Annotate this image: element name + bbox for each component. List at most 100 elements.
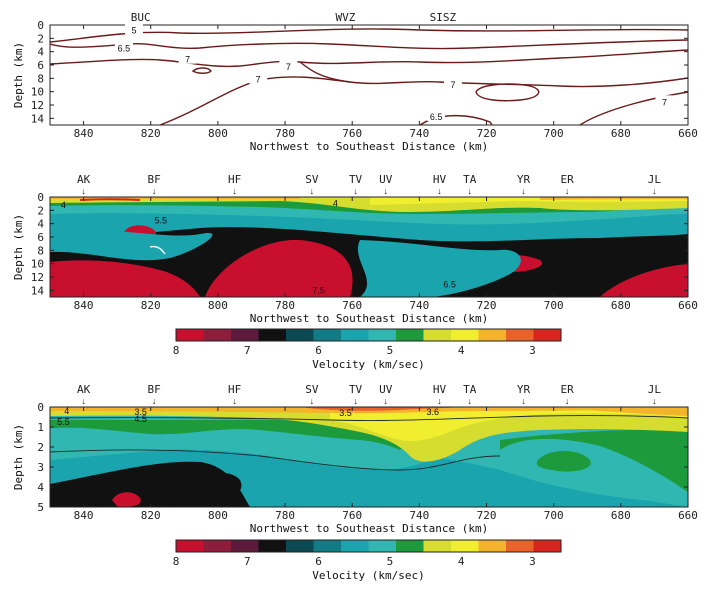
colorbar-swatch (423, 540, 452, 552)
contour-label: 7 (249, 72, 268, 85)
site-label: BUC (131, 11, 151, 24)
y-tick-label: 6 (37, 59, 44, 72)
colorbar-tick-label: 8 (173, 344, 180, 357)
y-tick-label: 2 (37, 204, 44, 217)
y-tick-label: 12 (31, 271, 44, 284)
contour-label: 4 (64, 406, 69, 416)
site-label: YR (517, 173, 531, 186)
site-arrow-icon: ↓ (152, 396, 157, 406)
x-axis-title: Northwest to Southeast Distance (km) (250, 312, 488, 325)
contour-label: 7 (279, 60, 298, 72)
contour-label: 6.5 (427, 110, 446, 122)
site-label: HF (228, 383, 241, 396)
contour-label-text: 7 (286, 62, 291, 72)
site-label: BF (147, 383, 160, 396)
site-label: YR (517, 383, 531, 396)
contour-label-text: 5.5 (57, 417, 70, 427)
colorbar-swatch (533, 329, 562, 341)
contour-label-text: 4 (61, 200, 66, 210)
y-tick-label: 4 (37, 46, 44, 59)
site-arrow-icon: ↓ (353, 186, 358, 196)
site-label: SV (305, 173, 319, 186)
panel-top-contours (49, 24, 689, 126)
site-arrow-icon: ↓ (467, 396, 472, 406)
x-tick-label: 800 (208, 509, 228, 522)
colorbar-frame (175, 328, 562, 342)
y-tick-label: 4 (37, 218, 44, 231)
site-label: TV (349, 383, 363, 396)
site-arrow-icon: ↓ (652, 186, 657, 196)
site-label: AK (77, 173, 91, 186)
x-tick-label: 720 (477, 509, 497, 522)
site-arrow-icon: ↓ (384, 396, 389, 406)
colorbar-swatch (176, 329, 204, 341)
site-arrow-icon: ↓ (232, 396, 237, 406)
contour-label-text: 6.5 (118, 43, 131, 53)
bottom-plot-frame (49, 406, 689, 508)
site-label: HF (228, 173, 241, 186)
colorbar-frame (175, 539, 562, 553)
site-arrow-icon: ↓ (353, 396, 358, 406)
site-label: HV (433, 383, 447, 396)
contour-label: 7 (655, 95, 674, 107)
contour-label: 6.5 (443, 279, 456, 289)
colorbar-swatch (423, 329, 452, 341)
x-tick-label: 700 (544, 509, 564, 522)
x-tick-label: 700 (544, 127, 564, 140)
colorbar-swatch (313, 540, 342, 552)
contour-label: 5.5 (57, 417, 70, 427)
site-label: HV (433, 173, 447, 186)
x-tick-label: 820 (141, 127, 161, 140)
site-label: BF (147, 173, 160, 186)
site-label: TA (463, 383, 477, 396)
colorbar-tick-label: 4 (458, 555, 465, 568)
top-axes: 840 820 800 780 760 740 720 700 680 660 0246810121… (12, 19, 698, 153)
contour-label-text: 6.5 (443, 279, 456, 289)
contour-label: 6.5 (114, 41, 133, 53)
contour-label: 3.6 (427, 407, 440, 417)
site-label: JL (648, 383, 662, 396)
contour-label-text: 6.5 (151, 470, 164, 480)
panel-middle-filled (49, 196, 689, 298)
y-tick-label: 1 (37, 421, 44, 434)
site-arrow-icon: ↓ (467, 186, 472, 196)
colorbar-swatch (231, 540, 259, 552)
site-arrow-icon: ↓ (232, 186, 237, 196)
colorbar-swatch (286, 540, 314, 552)
colorbar-swatch (368, 540, 397, 552)
site-arrow-icon: ↓ (384, 186, 389, 196)
colorbar-swatch (341, 329, 369, 341)
colorbar-swatch (203, 329, 232, 341)
colorbar-swatch (451, 540, 479, 552)
contour-label: 7.5 (312, 285, 325, 295)
x-tick-label: 780 (275, 509, 295, 522)
site-arrow-icon: ↓ (310, 396, 315, 406)
bottom-contour-lines (50, 415, 688, 471)
x-tick-label: 780 (275, 127, 295, 140)
colorbar-swatch (506, 329, 534, 341)
contour-label: 4 (61, 200, 66, 210)
colorbar-tick-label: 8 (173, 555, 180, 568)
colorbar-middle: 8 7 6 5 4 3 Velocity (km/sec) (173, 328, 562, 371)
site-label: WVZ (336, 11, 356, 24)
colorbar-swatch (258, 540, 287, 552)
colorbar-swatch (478, 329, 507, 341)
site-label: SISZ (430, 11, 457, 24)
colorbar-tick-label: 3 (529, 344, 536, 357)
x-tick-label: 760 (342, 299, 362, 312)
bottom-site-labels: AK↓BF↓HF↓SV↓TV↓UV↓HV↓TA↓YR↓ER↓JL↓ (77, 383, 661, 406)
x-tick-label: 660 (678, 509, 698, 522)
x-tick-label: 680 (611, 127, 631, 140)
site-arrow-icon: ↓ (652, 396, 657, 406)
colorbar-swatch (176, 540, 204, 552)
y-tick-label: 8 (37, 244, 44, 257)
colorbar-tick-label: 7 (244, 344, 251, 357)
x-tick-label: 680 (611, 299, 631, 312)
middle-site-labels: AK↓BF↓HF↓SV↓TV↓UV↓HV↓TA↓YR↓ER↓JL↓ (77, 173, 661, 196)
site-arrow-icon: ↓ (521, 396, 526, 406)
colorbar-bottom: 8 7 6 5 4 3 Velocity (km/sec) (173, 539, 562, 582)
top-plot-frame (49, 24, 689, 126)
contour-label-text: 7 (662, 97, 667, 107)
